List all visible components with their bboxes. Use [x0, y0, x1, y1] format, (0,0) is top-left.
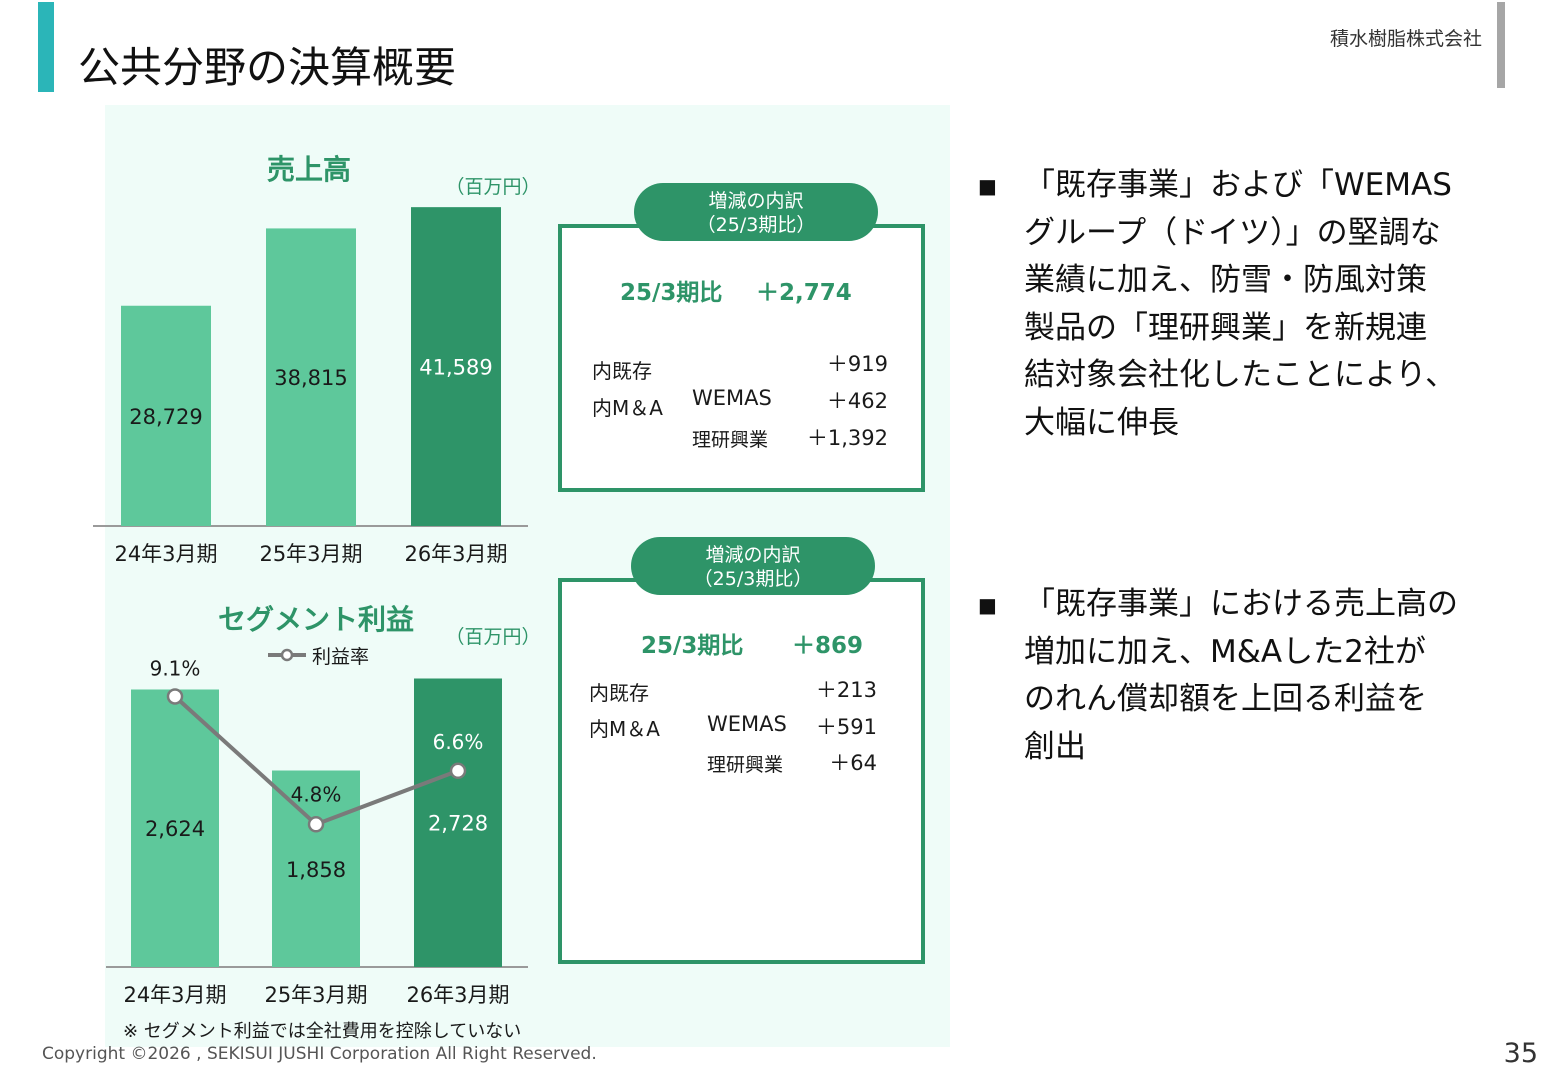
sales-bullet-marker: ■ — [978, 174, 997, 198]
bar-value-label: 2,728 — [428, 812, 488, 836]
margin-point — [307, 816, 325, 833]
sales-chart-title: 売上高 — [267, 153, 351, 186]
page-title: 公共分野の決算概要 — [78, 43, 457, 92]
copyright: Copyright ©2026 , SEKISUI JUSHI Corporat… — [42, 1044, 597, 1064]
x-tick-label: 26年3月期 — [404, 542, 507, 566]
sales-commentary-line: グループ（ドイツ）」の堅調な — [1024, 214, 1441, 251]
margin-label: 9.1% — [150, 656, 201, 680]
legend-marker — [280, 648, 294, 662]
bar — [272, 770, 360, 967]
bar-value-label: 1,858 — [286, 858, 346, 882]
sales-ma-label: 内M＆A — [592, 396, 663, 420]
profit-commentary-line: のれん償却額を上回る利益を — [1024, 681, 1427, 717]
bar — [131, 689, 219, 967]
profit-wemas-value: ＋591 — [815, 715, 877, 739]
sales-breakdown-header: 増減の内訳 （25/3期比） — [634, 183, 878, 241]
profit-existing-value: ＋213 — [815, 678, 877, 702]
profit-commentary-line: 創出 — [1024, 728, 1086, 765]
profit-wemas-label: WEMAS — [707, 712, 787, 736]
profit-breakdown-box — [558, 578, 925, 964]
sales-breakdown-header-period: （25/3期比） — [696, 214, 816, 236]
title-accent-bar — [38, 2, 54, 92]
sales-riken-label: 理研興業 — [692, 429, 769, 451]
sales-existing-value: ＋919 — [826, 352, 888, 376]
profit-chart-title: セグメント利益 — [218, 603, 414, 636]
x-tick-label: 25年3月期 — [264, 983, 367, 1007]
margin-label: 4.8% — [291, 782, 342, 806]
profit-riken-value: ＋64 — [829, 751, 877, 775]
profit-breakdown-header-period: （25/3期比） — [693, 568, 813, 590]
x-tick-label: 24年3月期 — [123, 983, 226, 1007]
profit-commentary: 「既存事業」における売上高の 増加に加え、M&Aした2社が のれん償却額を上回る… — [1024, 581, 1464, 771]
x-tick-label: 25年3月期 — [259, 542, 362, 566]
profit-commentary-line: 増加に加え、M&Aした2社が — [1024, 633, 1426, 670]
sales-riken-value: ＋1,392 — [806, 426, 888, 450]
margin-point — [166, 688, 184, 705]
bar — [121, 305, 211, 526]
x-tick-label: 26年3月期 — [406, 983, 509, 1007]
page-number: 35 — [1503, 1038, 1538, 1069]
sales-commentary: 「既存事業」および「WEMAS グループ（ドイツ）」の堅調な 業績に加え、防雪・… — [1024, 162, 1464, 447]
sales-breakdown-header-title: 増減の内訳 — [708, 190, 804, 212]
profit-breakdown-total-label: 25/3期比 — [641, 633, 744, 659]
bar-value-label: 28,729 — [129, 405, 202, 429]
legend-label: 利益率 — [312, 646, 369, 668]
sales-breakdown-total-label: 25/3期比 — [620, 280, 723, 306]
bar-value-label: 2,624 — [145, 817, 205, 841]
company-name: 積水樹脂株式会社 — [1329, 28, 1482, 50]
profit-riken-label: 理研興業 — [707, 754, 784, 776]
profit-ma-label: 内M＆A — [589, 717, 660, 741]
sales-wemas-label: WEMAS — [692, 386, 772, 410]
sales-commentary-line: 大幅に伸長 — [1024, 404, 1179, 441]
sales-commentary-line: 結対象会社化したことにより、 — [1024, 357, 1457, 393]
bar — [414, 678, 502, 967]
sales-commentary-line: 「既存事業」および「WEMAS — [1024, 167, 1452, 203]
margin-label: 6.6% — [433, 730, 484, 754]
sales-chart: 28,729 24年3月期 38,815 25年3月期 41,589 26年3月期 — [93, 207, 528, 566]
profit-chart-unit: （百万円） — [445, 626, 540, 648]
bar-value-label: 38,815 — [274, 366, 347, 390]
profit-breakdown-total-value: ＋869 — [792, 633, 864, 659]
profit-breakdown-header-title: 増減の内訳 — [705, 544, 801, 566]
profit-existing-label: 内既存 — [589, 681, 649, 705]
sales-breakdown-total-value: ＋2,774 — [756, 280, 852, 306]
profit-bullet-marker: ■ — [978, 593, 997, 617]
profit-commentary-line: 「既存事業」における売上高の — [1024, 586, 1458, 622]
profit-chart: 2,624 24年3月期 1,858 25年3月期 2,728 26年3月期 9.1% 4.8… — [106, 656, 528, 1007]
profit-breakdown-header: 増減の内訳 （25/3期比） — [631, 537, 875, 595]
profit-chart-note: ※ セグメント利益では全社費用を控除していない — [123, 1021, 521, 1042]
sales-commentary-line: 製品の「理研興業」を新規連 — [1024, 309, 1427, 346]
bar — [411, 207, 501, 526]
company-accent-bar — [1497, 2, 1505, 88]
bar-value-label: 41,589 — [419, 356, 492, 380]
bar — [266, 228, 356, 526]
margin-point — [449, 762, 467, 780]
sales-existing-label: 内既存 — [592, 359, 652, 383]
sales-wemas-value: ＋462 — [826, 389, 888, 413]
sales-chart-unit: （百万円） — [445, 176, 540, 198]
x-tick-label: 24年3月期 — [114, 542, 217, 566]
sales-commentary-line: 業績に加え、防雪・防風対策 — [1024, 262, 1427, 298]
